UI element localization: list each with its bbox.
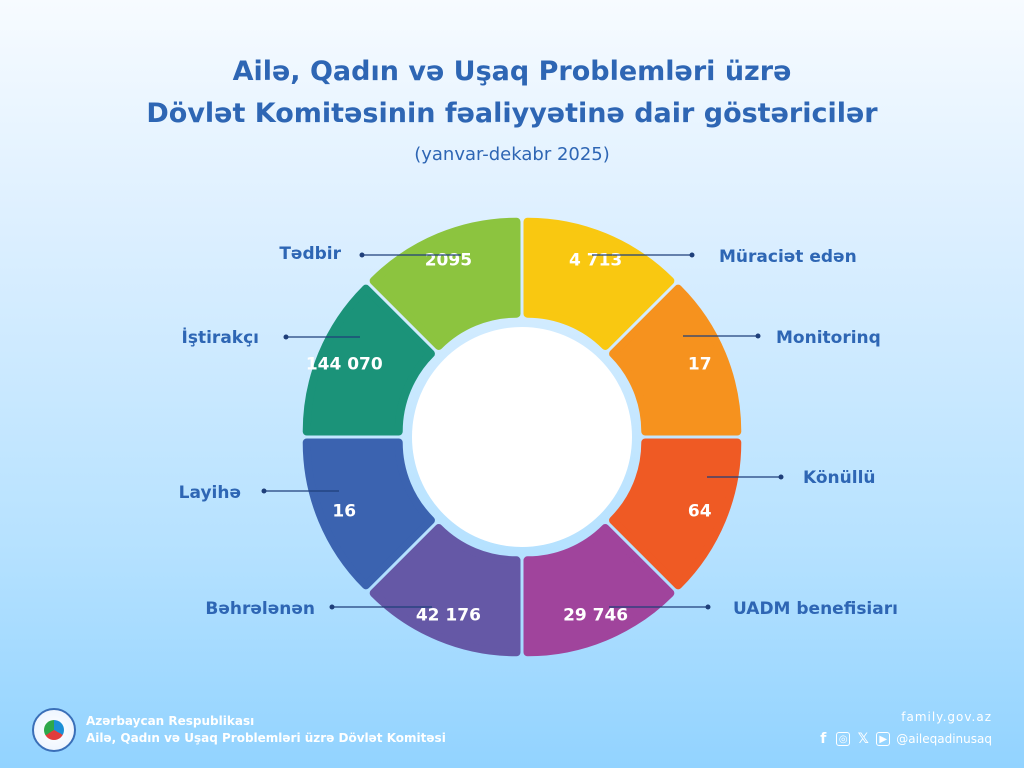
wheel-segment — [609, 284, 742, 436]
leader-dot — [261, 488, 267, 494]
wheel-segment — [609, 438, 742, 590]
footer-contacts: family.gov.az f ◎ 𝕏 ▶ @aileqadinusaq — [816, 710, 992, 747]
segment-value-label: 17 — [688, 354, 712, 374]
title-line-1: Ailə, Qadın və Uşaq Problemləri üzrə — [232, 56, 792, 87]
org-line-1: Azərbaycan Respublikası — [86, 714, 255, 728]
subtitle: (yanvar-dekabr 2025) — [414, 144, 610, 165]
state-emblem-icon — [32, 708, 76, 752]
leader-dot — [283, 334, 289, 340]
category-label: Monitorinq — [776, 328, 881, 348]
wheel-segment — [302, 438, 435, 590]
wheel-segment — [369, 217, 521, 350]
segment-value-label: 64 — [688, 502, 712, 522]
org-line-2: Ailə, Qadın və Uşaq Problemləri üzrə Döv… — [86, 731, 446, 745]
social-handle[interactable]: @aileqadinusaq — [896, 732, 992, 746]
wheel-segment — [302, 284, 435, 436]
leader-dot — [705, 604, 711, 610]
title-line-2: Dövlət Komitəsinin fəaliyyətinə dair gös… — [146, 98, 878, 129]
leader-dot — [359, 252, 365, 258]
footer-organization: Azərbaycan Respublikası Ailə, Qadın və U… — [32, 708, 446, 752]
x-icon[interactable]: 𝕏 — [857, 731, 869, 747]
leader-dot — [778, 474, 784, 480]
wheel-segment — [523, 217, 675, 350]
youtube-icon[interactable]: ▶ — [876, 732, 891, 746]
instagram-icon[interactable]: ◎ — [836, 732, 851, 746]
facebook-icon[interactable]: f — [820, 731, 827, 747]
segment-value-label: 29 746 — [563, 606, 628, 626]
leader-dot — [689, 252, 695, 258]
wheel-center — [412, 327, 632, 547]
category-label: UADM benefisiarı — [733, 599, 898, 619]
category-label: Bəhrələnən — [205, 599, 315, 619]
category-label: Tədbir — [279, 244, 341, 264]
leader-dot — [329, 604, 335, 610]
category-label: Könüllü — [803, 468, 876, 488]
segment-value-label: 16 — [332, 502, 356, 522]
wheel-segment — [523, 524, 675, 657]
segment-value-label: 2095 — [425, 250, 472, 270]
website-link[interactable]: family.gov.az — [901, 710, 992, 724]
segment-value-label: 4 713 — [569, 250, 622, 270]
wheel-segment — [369, 524, 521, 657]
category-label: Müraciət edən — [719, 247, 857, 267]
category-label: İştirakçı — [182, 326, 259, 348]
segment-value-label: 42 176 — [416, 606, 481, 626]
category-label: Layihə — [179, 483, 241, 503]
leader-dot — [755, 333, 761, 339]
segment-value-label: 144 070 — [306, 354, 383, 374]
